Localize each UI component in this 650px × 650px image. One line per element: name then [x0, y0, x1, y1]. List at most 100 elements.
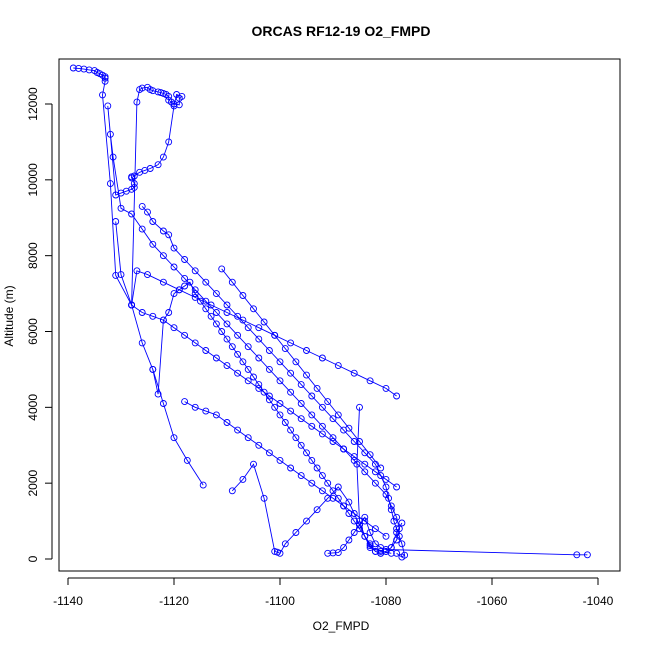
- data-point: [138, 225, 146, 233]
- data-point: [313, 384, 321, 392]
- series-1: [69, 64, 403, 557]
- data-point: [390, 517, 398, 525]
- data-point: [340, 544, 348, 552]
- data-point: [265, 365, 273, 373]
- y-tick-label: 8000: [26, 242, 40, 269]
- data-point: [234, 331, 242, 339]
- data-point: [350, 517, 358, 525]
- data-point: [109, 153, 117, 161]
- data-point: [265, 347, 273, 354]
- data-point: [334, 362, 342, 370]
- data-point: [371, 540, 379, 548]
- data-point: [136, 168, 144, 176]
- data-point: [130, 180, 138, 188]
- data-point: [244, 434, 252, 442]
- series-line: [184, 401, 387, 537]
- data-point: [350, 510, 358, 517]
- data-point: [207, 312, 215, 320]
- data-point: [165, 92, 173, 100]
- data-point: [170, 434, 178, 442]
- data-point: [223, 335, 231, 343]
- data-point: [334, 494, 342, 502]
- data-point: [297, 441, 305, 449]
- data-point: [255, 335, 263, 343]
- data-point: [128, 173, 136, 181]
- series-5: [181, 398, 390, 540]
- data-point: [112, 218, 120, 225]
- y-tick-label: 2000: [26, 469, 40, 496]
- data-point: [393, 549, 401, 557]
- data-point: [297, 415, 305, 423]
- data-point: [165, 138, 173, 146]
- data-point: [181, 398, 189, 406]
- data-point: [149, 218, 157, 225]
- data-point: [356, 438, 363, 445]
- data-point: [255, 381, 263, 389]
- data-point: [382, 546, 390, 553]
- data-point: [170, 324, 178, 332]
- data-point: [117, 204, 125, 212]
- y-tick-label: 0: [26, 555, 40, 562]
- data-point: [318, 403, 326, 411]
- data-point: [250, 305, 257, 313]
- data-point: [239, 358, 247, 366]
- data-point: [244, 365, 252, 373]
- x-tick-label: -1060: [477, 594, 508, 608]
- data-point: [234, 369, 242, 377]
- data-point: [265, 449, 273, 457]
- data-point: [191, 339, 199, 347]
- data-point: [340, 502, 348, 510]
- data-point: [276, 400, 284, 407]
- data-point: [202, 305, 210, 313]
- data-point: [334, 549, 342, 557]
- data-point: [385, 494, 393, 502]
- data-point: [371, 525, 379, 533]
- series-line: [115, 221, 397, 488]
- data-point: [281, 540, 289, 548]
- data-point: [287, 464, 295, 472]
- data-point: [366, 377, 374, 385]
- series-line: [141, 206, 406, 558]
- data-point: [292, 529, 300, 536]
- data-point: [128, 301, 136, 309]
- data-point: [265, 396, 273, 404]
- data-point: [276, 549, 284, 557]
- data-point: [228, 278, 236, 286]
- data-point: [112, 191, 120, 199]
- data-point: [382, 532, 390, 540]
- data-point: [112, 271, 120, 279]
- data-point: [318, 354, 326, 362]
- data-point: [303, 347, 310, 354]
- data-point: [138, 339, 146, 347]
- data-point: [175, 101, 183, 109]
- data-point: [244, 377, 252, 385]
- data-point: [329, 438, 337, 445]
- data-point: [239, 475, 247, 483]
- data-point: [393, 392, 401, 400]
- data-point: [308, 456, 316, 464]
- data-point: [228, 343, 236, 351]
- data-point: [170, 100, 178, 108]
- series-line: [231, 463, 392, 554]
- data-point: [170, 244, 178, 252]
- y-axis-label: Altitude (m): [2, 285, 16, 346]
- data-point: [382, 483, 390, 491]
- series-6: [128, 267, 401, 489]
- data-point: [144, 208, 151, 216]
- plot-area: [69, 64, 591, 561]
- data-point: [371, 479, 379, 487]
- data-point: [287, 339, 295, 347]
- data-point: [255, 441, 263, 449]
- chart-title: ORCAS RF12-19 O2_FMPD: [252, 23, 431, 39]
- y-tick-label: 4000: [26, 394, 40, 421]
- data-point: [69, 64, 77, 72]
- data-point: [159, 400, 167, 407]
- data-point: [223, 309, 231, 316]
- data-point: [297, 472, 305, 480]
- data-point: [181, 256, 189, 263]
- data-point: [212, 309, 220, 316]
- data-point: [276, 411, 284, 419]
- x-tick-label: -1080: [371, 594, 402, 608]
- data-point: [149, 365, 157, 373]
